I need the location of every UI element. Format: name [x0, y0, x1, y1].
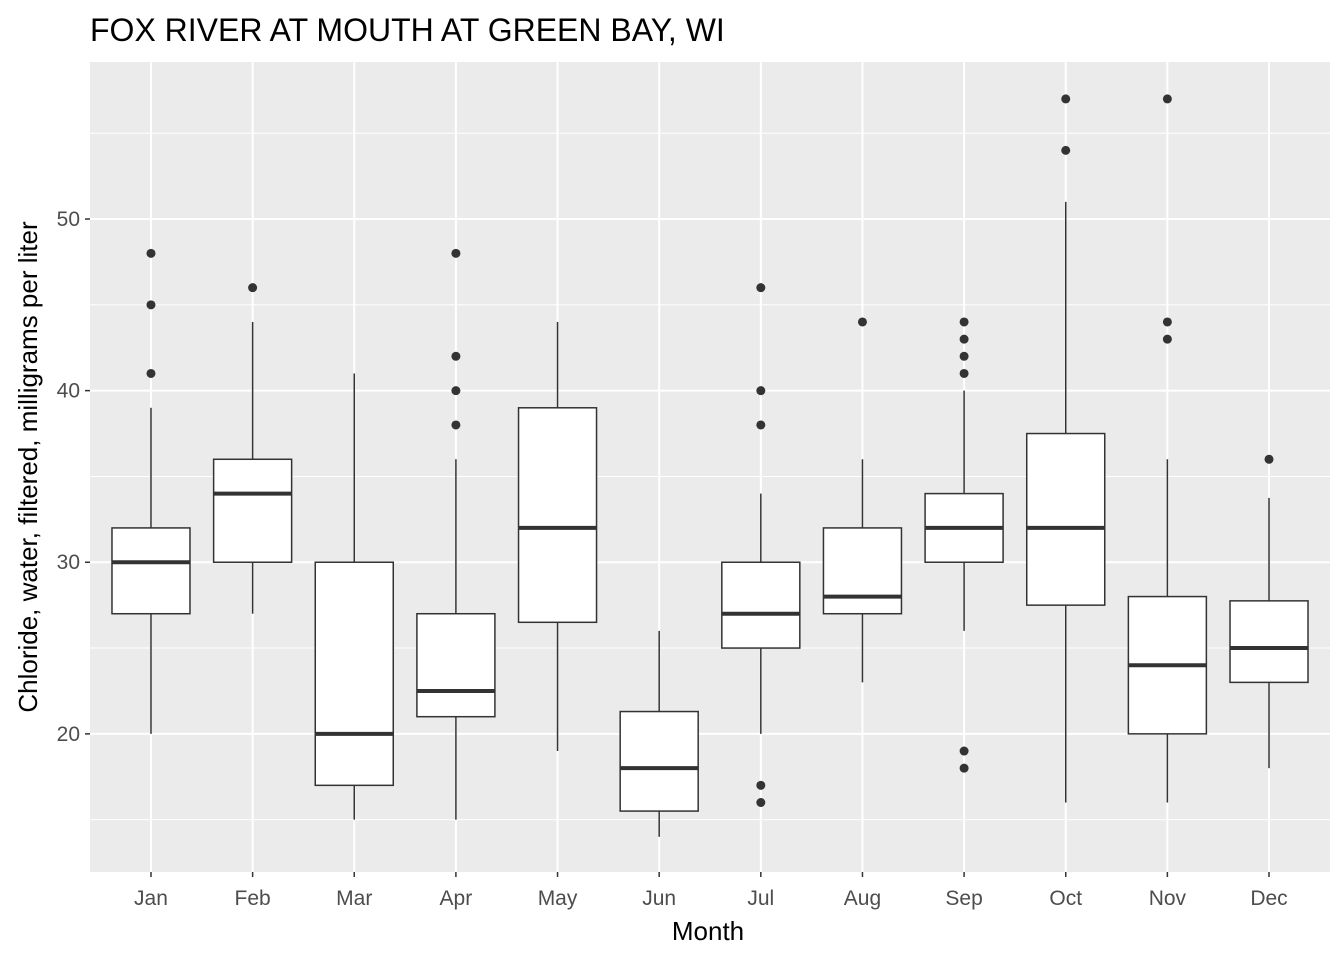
- outlier-point: [959, 368, 969, 378]
- outlier-point: [857, 317, 867, 327]
- x-tick-label: Nov: [1149, 887, 1187, 910]
- x-tick-label: Feb: [235, 887, 271, 910]
- box-iqr: [1229, 600, 1309, 684]
- x-axis: Jan Feb Mar Apr May Jun Jul Aug Sep Oct Nov Dec: [134, 872, 1288, 910]
- box-aug: [822, 317, 903, 683]
- outlier-point: [451, 248, 461, 258]
- outlier-point: [756, 797, 766, 807]
- x-tick-label: May: [538, 887, 578, 910]
- y-tick-label: 20: [57, 723, 80, 746]
- box-mar: [314, 373, 395, 820]
- box-iqr: [619, 710, 699, 812]
- outlier-point: [1162, 334, 1172, 344]
- box-apr: [416, 248, 496, 820]
- box-iqr: [517, 407, 598, 624]
- y-tick-label: 30: [57, 551, 80, 574]
- x-tick-label: Oct: [1049, 887, 1082, 910]
- x-tick-label: Jul: [747, 887, 774, 910]
- boxes: [111, 94, 1309, 837]
- outlier-point: [1061, 94, 1071, 104]
- plot-panel: [90, 62, 1330, 872]
- outlier-point: [1162, 317, 1172, 327]
- outlier-point: [959, 351, 969, 361]
- box-iqr: [822, 527, 903, 615]
- y-axis: 20 30 40 50: [57, 208, 90, 746]
- outlier-point: [146, 300, 156, 310]
- box-nov: [1127, 94, 1208, 803]
- box-sep: [924, 317, 1004, 773]
- outlier-point: [248, 283, 258, 293]
- box-jul: [721, 283, 801, 807]
- box-dec: [1229, 454, 1309, 769]
- box-feb: [212, 283, 293, 614]
- box-iqr: [111, 527, 191, 615]
- x-tick-label: Aug: [844, 887, 881, 910]
- y-tick-label: 50: [57, 208, 80, 231]
- x-tick-label: Sep: [945, 887, 982, 910]
- x-tick-label: Jan: [134, 887, 168, 910]
- y-tick-label: 40: [57, 380, 80, 403]
- box-iqr: [721, 561, 801, 649]
- outlier-point: [146, 368, 156, 378]
- outlier-point: [756, 420, 766, 430]
- outlier-point: [959, 763, 969, 773]
- outlier-point: [451, 420, 461, 430]
- outlier-point: [756, 283, 766, 293]
- outlier-point: [1162, 94, 1172, 104]
- x-tick-label: Dec: [1250, 887, 1287, 910]
- chart-title: FOX RIVER AT MOUTH AT GREEN BAY, WI: [90, 12, 725, 48]
- box-iqr: [212, 458, 293, 563]
- x-tick-label: Jun: [642, 887, 676, 910]
- outlier-point: [1264, 454, 1274, 464]
- outlier-point: [1061, 145, 1071, 155]
- box-iqr: [1025, 432, 1106, 606]
- box-oct: [1025, 94, 1106, 803]
- box-iqr: [314, 561, 395, 787]
- x-axis-label: Month: [672, 916, 744, 946]
- outlier-point: [756, 386, 766, 396]
- box-may: [517, 321, 598, 752]
- outlier-point: [959, 334, 969, 344]
- outlier-point: [146, 248, 156, 258]
- outlier-point: [451, 386, 461, 396]
- box-jun: [619, 630, 699, 837]
- outlier-point: [451, 351, 461, 361]
- x-tick-label: Apr: [440, 887, 473, 910]
- x-tick-label: Mar: [336, 887, 372, 910]
- box-jan: [111, 248, 191, 734]
- outlier-point: [756, 780, 766, 790]
- y-axis-label: Chloride, water, filtered, milligrams pe…: [13, 221, 43, 713]
- outlier-point: [959, 317, 969, 327]
- outlier-point: [959, 746, 969, 756]
- box-iqr: [416, 612, 496, 718]
